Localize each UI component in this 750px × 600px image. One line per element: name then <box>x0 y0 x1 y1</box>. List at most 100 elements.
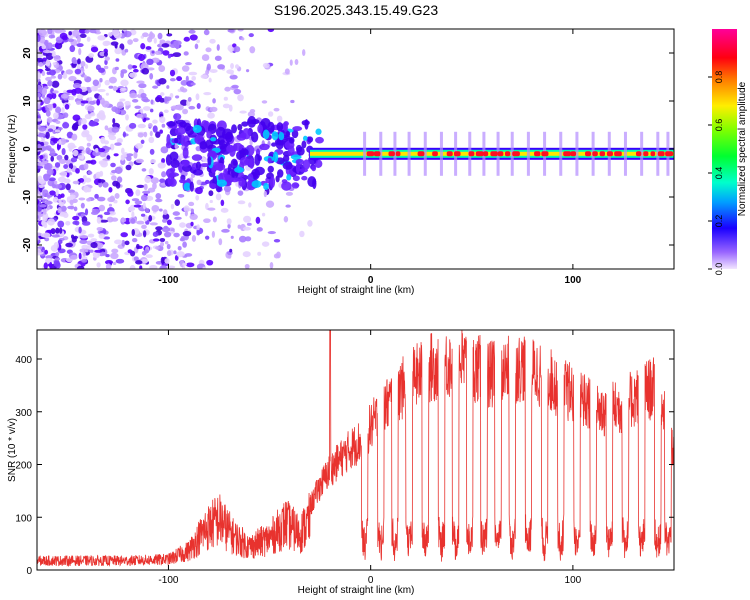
spectrogram-noise-blob <box>115 258 125 264</box>
spectrogram-noise-blob <box>158 77 167 85</box>
spectrogram-transition-blob <box>302 159 311 170</box>
spectrogram-noise-blob <box>63 178 71 184</box>
spectrogram-noise-blob <box>174 199 181 207</box>
spectrogram-noise-blob <box>53 112 59 120</box>
spectrogram-noise-blob <box>84 113 92 120</box>
spectrogram-noise-blob <box>46 42 53 50</box>
spectrogram-noise-blob <box>96 98 101 106</box>
spectrogram-noise-blob <box>90 159 97 165</box>
spectrogram-noise-blob <box>114 142 122 146</box>
spectrogram-noise-blob <box>84 64 89 69</box>
spectrogram-noise-blob <box>72 82 82 89</box>
spectrogram-noise-blob <box>163 231 172 238</box>
spectrogram-transition-blob <box>191 154 203 161</box>
spectrogram-noise-blob <box>104 259 114 265</box>
spectrogram-noise-blob <box>48 177 56 182</box>
spectrogram-noise-blob <box>150 99 154 105</box>
spectrogram-noise-blob <box>65 242 74 248</box>
spectrogram-noise-blob <box>152 125 158 133</box>
spectrogram-noise-blob <box>166 243 171 250</box>
spectrogram-noise-blob <box>135 189 141 197</box>
spectrogram-noise-blob <box>103 211 111 216</box>
spectrogram-noise-blob <box>196 102 201 110</box>
spectrogram-noise-blob <box>111 248 119 254</box>
y-tick-label: -10 <box>22 189 33 204</box>
spectrogram-noise-blob <box>230 62 234 70</box>
spectrogram-noise-blob <box>136 80 145 84</box>
spectrogram-noise-blob <box>37 131 40 135</box>
spectrogram-noise-blob <box>127 207 136 212</box>
spectrogram-noise-blob <box>223 185 232 193</box>
snr-x-ticks: -100 0 100 <box>158 330 582 586</box>
spectrogram-noise-blob <box>114 66 119 71</box>
spectrogram-noise-blob <box>52 90 59 94</box>
spectrogram-noise-blob <box>200 74 208 79</box>
spectrogram-noise-blob <box>129 72 138 78</box>
spectrogram-noise-blob <box>50 34 56 39</box>
spectrogram-noise-blob <box>155 226 163 231</box>
spectrogram-transition-blob <box>282 161 293 170</box>
spectrogram-noise-blob <box>182 241 187 248</box>
spectrogram-noise-blob <box>224 86 231 92</box>
spectrogram-noise-blob <box>159 237 166 243</box>
spectrogram-noise-blob <box>69 45 76 53</box>
spectrogram-noise-blob <box>144 175 152 184</box>
carrier-peak-mark <box>534 151 541 157</box>
spectrogram-noise-blob <box>222 103 231 109</box>
spectrogram-noise-blob <box>169 77 176 82</box>
spectrogram-noise-blob <box>230 72 234 76</box>
spectrogram-noise-blob <box>151 50 155 54</box>
spectrogram-noise-blob <box>135 260 143 265</box>
spectrogram-noise-blob <box>37 92 42 98</box>
spectrogram-noise-blob <box>79 33 87 38</box>
spectrogram-noise-blob <box>116 176 123 183</box>
spectrogram-noise-blob <box>218 238 223 246</box>
spectrogram-noise-blob <box>160 241 165 247</box>
spectrogram-noise-blob <box>45 131 50 140</box>
spectrogram-noise-blob <box>147 123 153 128</box>
spectrogram-noise-blob <box>90 46 99 53</box>
spectrogram-noise-blob <box>142 32 149 38</box>
spectrogram-transition-blob <box>285 131 291 137</box>
spectrogram-noise-blob <box>62 121 70 129</box>
spectrogram-transition-blob <box>277 169 284 178</box>
colorbar-label: Normalized spectral amplitude <box>737 81 748 216</box>
spectrogram-noise-blob <box>133 151 138 159</box>
spectrogram-noise-blob <box>98 181 103 188</box>
spectrogram-noise-blob <box>40 133 45 137</box>
snr-frame <box>36 329 675 571</box>
spectrogram-noise-blob <box>237 124 243 131</box>
spectrogram-noise-blob <box>206 259 214 266</box>
spectrogram-noise-blob <box>173 113 182 121</box>
spectrogram-noise-blob <box>44 249 49 255</box>
spectrogram-noise-blob <box>131 198 140 202</box>
spectrogram-noise-blob <box>97 148 106 153</box>
spectrogram-noise-blob <box>52 103 57 109</box>
colorbar-tick-label: 0.2 <box>714 215 724 228</box>
spectrogram-noise-blob <box>172 52 182 58</box>
spectrogram-transition-blob <box>259 143 270 151</box>
spectrogram-noise-blob <box>113 153 119 157</box>
spectrogram-noise-blob <box>98 204 106 212</box>
spectrogram-transition-blob <box>315 136 324 144</box>
spectrogram-noise-blob <box>101 100 110 108</box>
spectrogram-noise-blob <box>55 227 60 234</box>
spectrogram-noise-blob <box>134 105 142 109</box>
carrier-peak-mark <box>643 151 649 157</box>
spectrogram-noise-blob <box>157 32 163 40</box>
spectrogram-noise-blob <box>112 261 117 266</box>
spectrogram-noise-blob <box>43 262 48 269</box>
spectrogram-noise-blob <box>196 224 200 231</box>
spectrogram-noise-blob <box>79 248 88 253</box>
spectrogram-noise-blob <box>90 238 98 242</box>
spectrogram-transition-blob <box>291 129 299 139</box>
spectrogram-noise-blob <box>72 180 80 185</box>
spectrogram-noise-blob <box>41 70 46 77</box>
spectrogram-noise-blob <box>41 160 48 165</box>
spectrogram-noise-blob <box>106 155 111 160</box>
carrier-peak-mark <box>395 151 401 157</box>
spectrogram-noise-blob <box>68 31 72 36</box>
carrier-peak-mark <box>373 151 381 157</box>
spectrogram-noise-blob <box>98 233 106 239</box>
spectrogram-transition-blob <box>228 145 236 157</box>
